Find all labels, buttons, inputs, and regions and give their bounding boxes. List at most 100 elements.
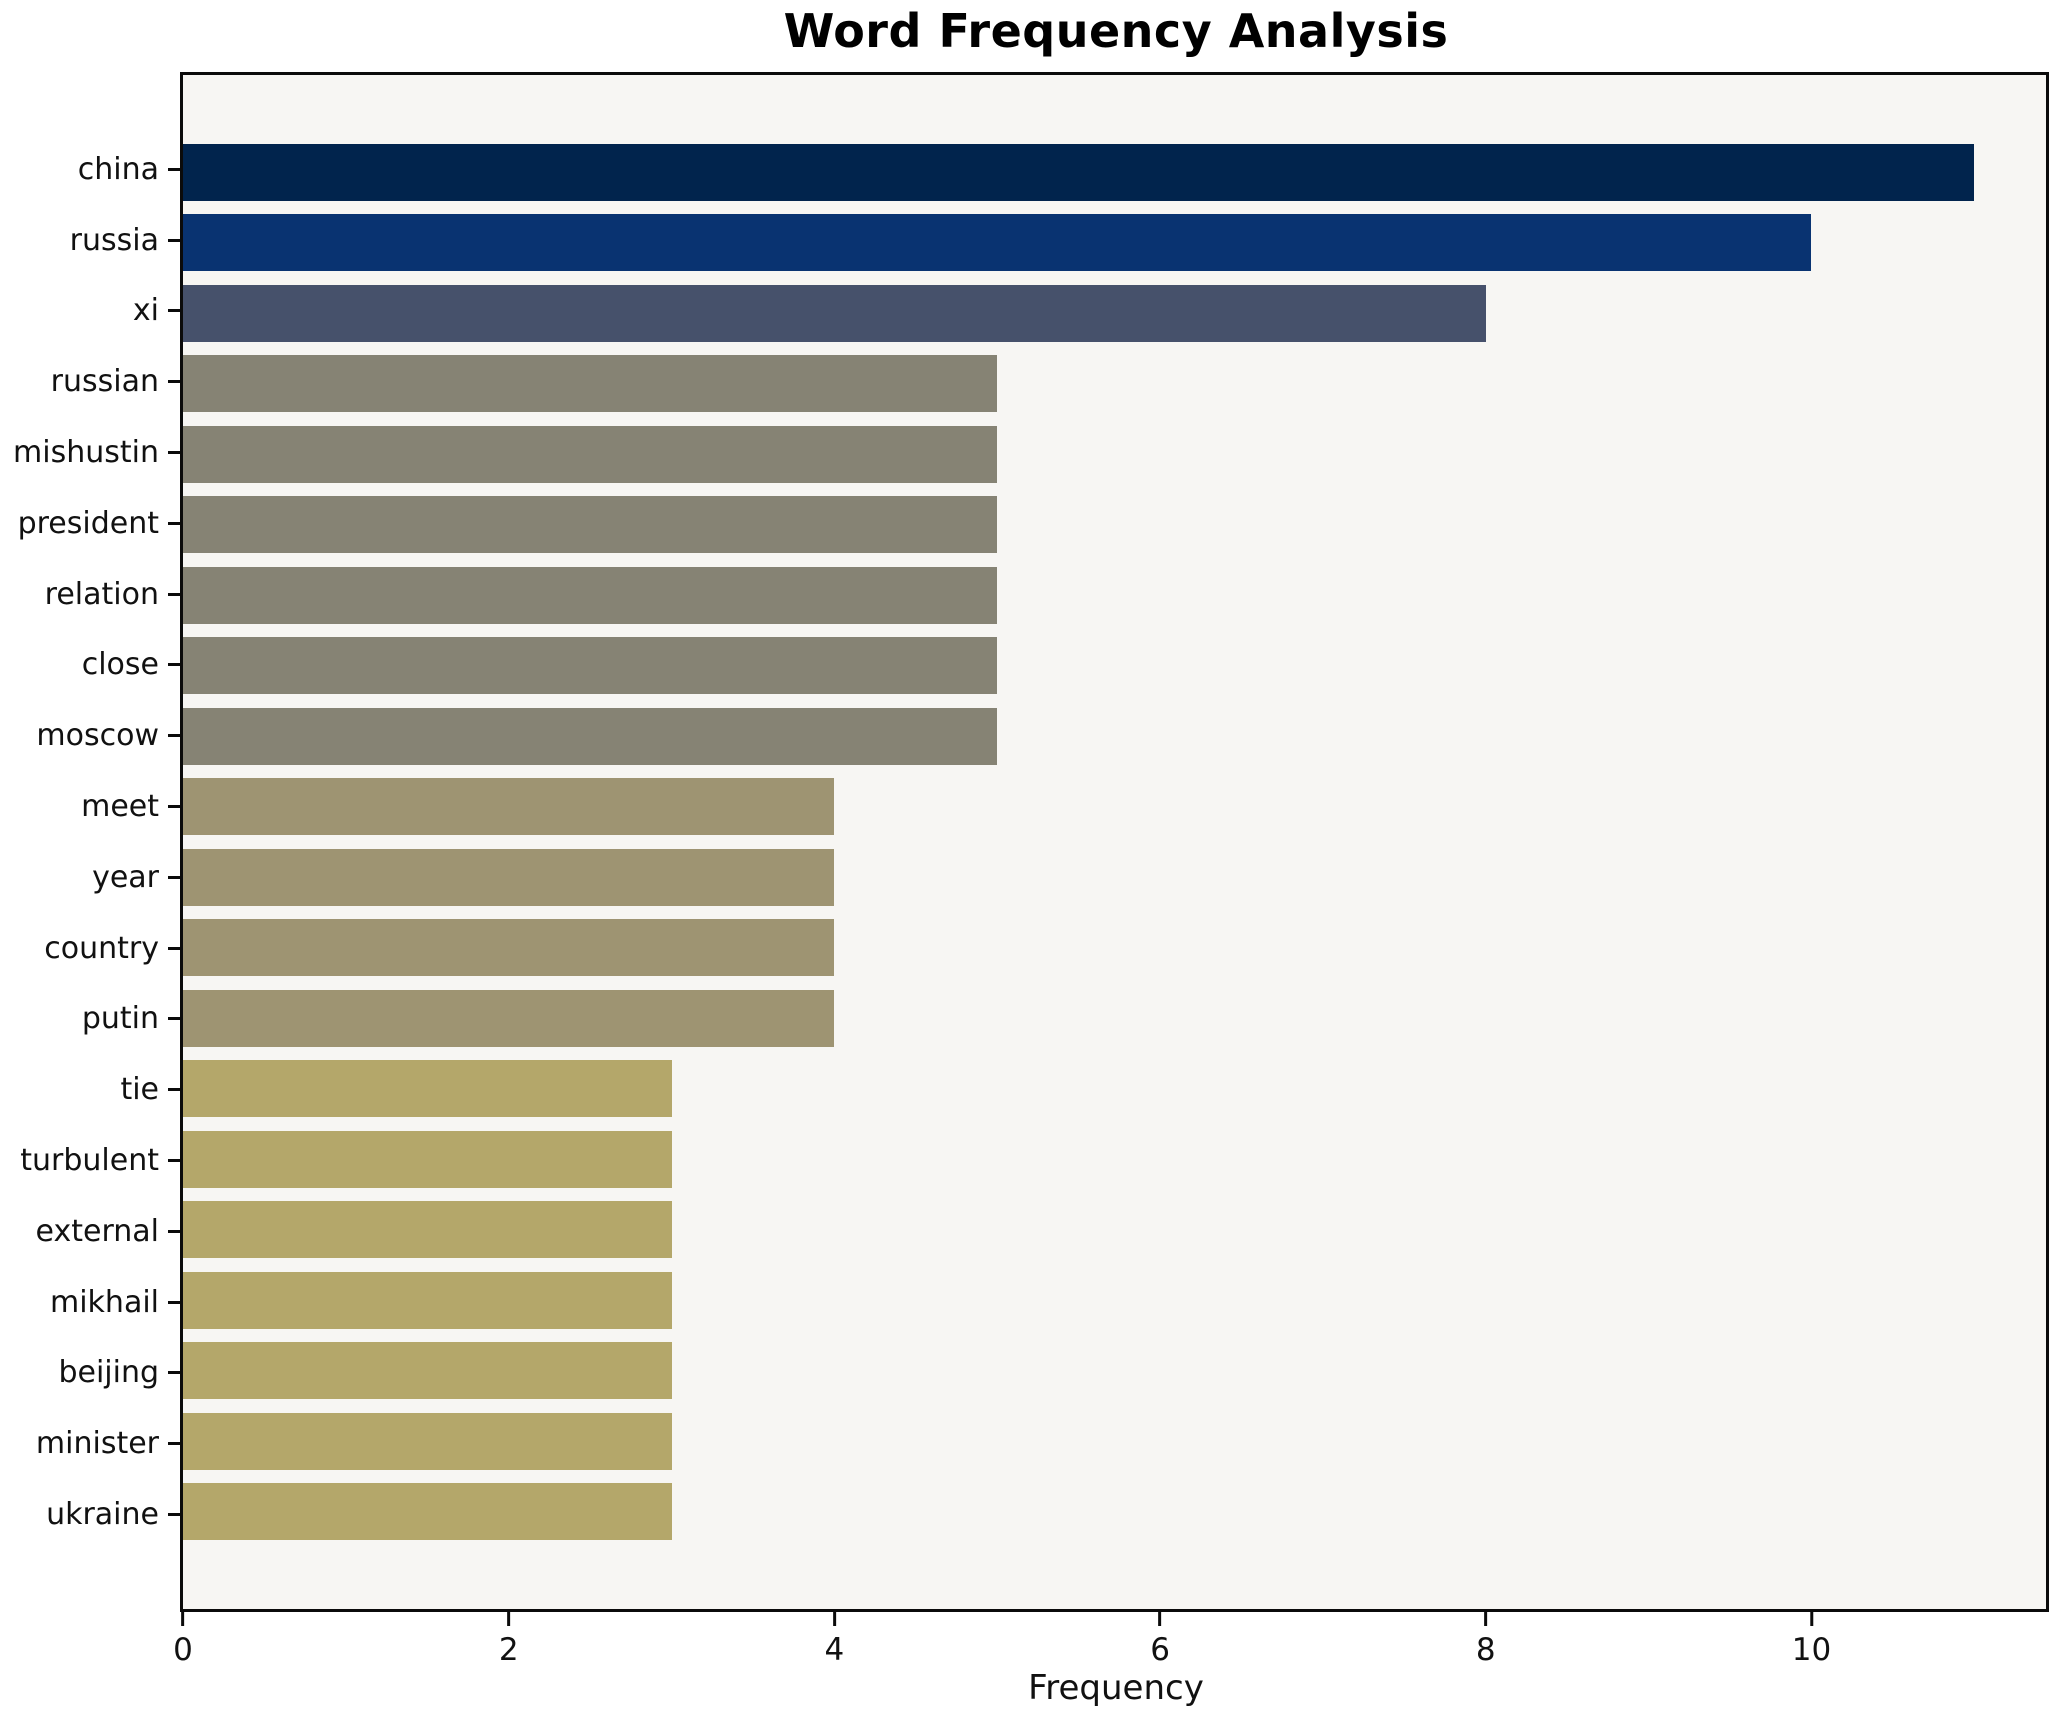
x-tick-mark <box>181 1612 185 1626</box>
y-label-row: moscow <box>0 700 180 771</box>
bar-close <box>183 637 998 695</box>
y-tick-mark <box>168 1159 180 1163</box>
bar-row <box>183 1406 2046 1477</box>
plot-area <box>180 72 2049 1612</box>
x-tick-mark <box>507 1612 511 1626</box>
bar-row <box>183 701 2046 772</box>
x-tick-label: 0 <box>173 1632 193 1668</box>
bar-row <box>183 842 2046 913</box>
bar-row <box>183 1477 2046 1548</box>
bar-row <box>183 983 2046 1054</box>
bar-russian <box>183 355 998 413</box>
y-tick-mark <box>168 521 180 525</box>
bar-beijing <box>183 1342 672 1400</box>
bar-row <box>183 490 2046 561</box>
y-tick-label-close: close <box>81 647 159 683</box>
y-tick-label-putin: putin <box>81 1001 159 1037</box>
y-tick-label-ukraine: ukraine <box>46 1497 159 1533</box>
y-label-row: country <box>0 913 180 984</box>
y-label-row: minister <box>0 1408 180 1479</box>
y-tick-label-russia: russia <box>69 222 159 258</box>
bar-row <box>183 278 2046 349</box>
bars-container <box>183 75 2046 1609</box>
bar-russia <box>183 214 1812 272</box>
y-tick-label-xi: xi <box>132 293 159 329</box>
y-tick-mark <box>168 592 180 596</box>
x-tick: 2 <box>499 1612 519 1668</box>
x-tick: 8 <box>1476 1612 1496 1668</box>
y-label-row: russian <box>0 346 180 417</box>
bar-relation <box>183 566 998 624</box>
y-tick-label-meet: meet <box>81 789 159 825</box>
bar-row <box>183 349 2046 420</box>
x-tick-mark <box>832 1612 836 1626</box>
y-tick-mark <box>168 167 180 171</box>
x-tick-label: 2 <box>498 1632 519 1668</box>
bar-tie <box>183 1060 672 1118</box>
bar-mikhail <box>183 1271 672 1329</box>
y-tick-label-mishustin: mishustin <box>13 435 159 471</box>
y-tick-mark <box>168 309 180 313</box>
bar-row <box>183 419 2046 490</box>
y-tick-label-year: year <box>92 859 159 895</box>
bar-row <box>183 772 2046 843</box>
y-label-row: china <box>0 134 180 205</box>
bar-minister <box>183 1412 672 1470</box>
y-axis-labels: china russia xi russian mishustin president re… <box>0 72 180 1612</box>
y-tick-mark <box>168 380 180 384</box>
y-label-row: ukraine <box>0 1479 180 1550</box>
y-label-row: xi <box>0 276 180 347</box>
x-tick: 4 <box>824 1612 845 1668</box>
bar-ukraine <box>183 1483 672 1541</box>
bar-putin <box>183 989 835 1047</box>
y-tick-label-minister: minister <box>35 1426 159 1462</box>
y-tick-label-beijing: beijing <box>58 1355 159 1391</box>
y-label-row: turbulent <box>0 1125 180 1196</box>
y-label-row: close <box>0 630 180 701</box>
bar-row <box>183 1124 2046 1195</box>
x-tick-label: 4 <box>824 1632 845 1668</box>
y-tick-mark <box>168 1229 180 1233</box>
bar-row <box>183 1336 2046 1407</box>
y-label-row: putin <box>0 984 180 1055</box>
y-tick-mark <box>168 805 180 809</box>
y-label-row: mikhail <box>0 1267 180 1338</box>
x-axis-ticks: 0 2 4 6 8 10 <box>173 1612 2046 1682</box>
y-tick-label-mikhail: mikhail <box>50 1284 159 1320</box>
y-label-row: external <box>0 1196 180 1267</box>
bar-country <box>183 919 835 977</box>
y-tick-label-president: president <box>17 505 159 541</box>
bar-turbulent <box>183 1130 672 1188</box>
x-tick: 0 <box>173 1612 193 1668</box>
y-tick-label-relation: relation <box>44 576 159 612</box>
y-tick-label-turbulent: turbulent <box>20 1143 159 1179</box>
bar-external <box>183 1201 672 1259</box>
y-tick-mark <box>168 734 180 738</box>
bar-moscow <box>183 707 998 765</box>
y-tick-mark <box>168 1513 180 1517</box>
y-tick-mark <box>168 1017 180 1021</box>
bar-row <box>183 560 2046 631</box>
x-tick: 10 <box>1792 1612 1831 1668</box>
bar-year <box>183 848 835 906</box>
y-tick-mark <box>168 1300 180 1304</box>
bar-row <box>183 913 2046 984</box>
bar-president <box>183 496 998 554</box>
y-tick-label-external: external <box>35 1213 159 1249</box>
bar-xi <box>183 284 1486 342</box>
bar-mishustin <box>183 425 998 483</box>
x-tick-mark <box>1158 1612 1162 1626</box>
x-tick-mark <box>1809 1612 1813 1626</box>
y-tick-mark <box>168 946 180 950</box>
bar-row <box>183 631 2046 702</box>
y-tick-label-china: china <box>77 151 159 187</box>
y-tick-label-country: country <box>44 930 159 966</box>
y-tick-mark <box>168 1442 180 1446</box>
y-tick-label-russian: russian <box>50 364 159 400</box>
chart-title: Word Frequency Analysis <box>783 4 1449 58</box>
y-label-row: president <box>0 488 180 559</box>
bar-row <box>183 1195 2046 1266</box>
y-tick-mark <box>168 238 180 242</box>
bar-china <box>183 143 1975 201</box>
y-label-row: relation <box>0 559 180 630</box>
